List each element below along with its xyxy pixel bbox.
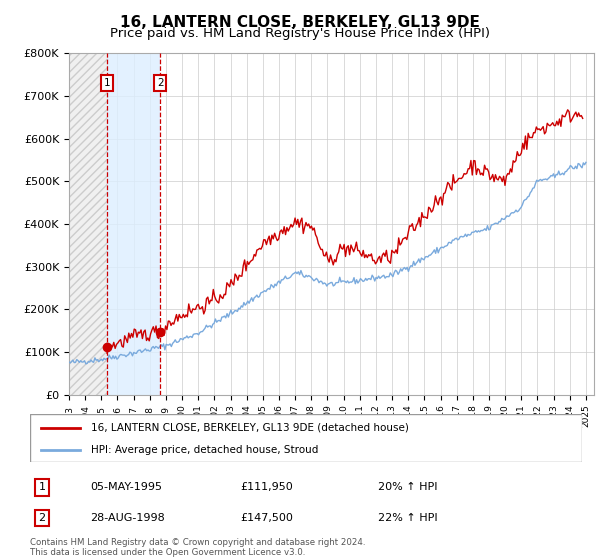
Text: 22% ↑ HPI: 22% ↑ HPI xyxy=(378,513,437,523)
Text: 2: 2 xyxy=(38,513,46,523)
Text: 1: 1 xyxy=(104,78,110,88)
Text: HPI: Average price, detached house, Stroud: HPI: Average price, detached house, Stro… xyxy=(91,445,318,455)
Text: 28-AUG-1998: 28-AUG-1998 xyxy=(90,513,165,523)
Text: 16, LANTERN CLOSE, BERKELEY, GL13 9DE: 16, LANTERN CLOSE, BERKELEY, GL13 9DE xyxy=(120,15,480,30)
Text: 20% ↑ HPI: 20% ↑ HPI xyxy=(378,482,437,492)
Text: £147,500: £147,500 xyxy=(240,513,293,523)
Bar xyxy=(107,53,160,395)
Text: Contains HM Land Registry data © Crown copyright and database right 2024.
This d: Contains HM Land Registry data © Crown c… xyxy=(30,538,365,557)
Text: 05-MAY-1995: 05-MAY-1995 xyxy=(90,482,162,492)
Bar xyxy=(69,53,107,395)
Bar xyxy=(69,53,107,395)
FancyBboxPatch shape xyxy=(30,414,582,462)
Text: Price paid vs. HM Land Registry's House Price Index (HPI): Price paid vs. HM Land Registry's House … xyxy=(110,27,490,40)
Text: 1: 1 xyxy=(38,482,46,492)
Text: 2: 2 xyxy=(157,78,164,88)
Text: £111,950: £111,950 xyxy=(240,482,293,492)
Bar xyxy=(69,53,107,395)
Text: 16, LANTERN CLOSE, BERKELEY, GL13 9DE (detached house): 16, LANTERN CLOSE, BERKELEY, GL13 9DE (d… xyxy=(91,423,409,433)
